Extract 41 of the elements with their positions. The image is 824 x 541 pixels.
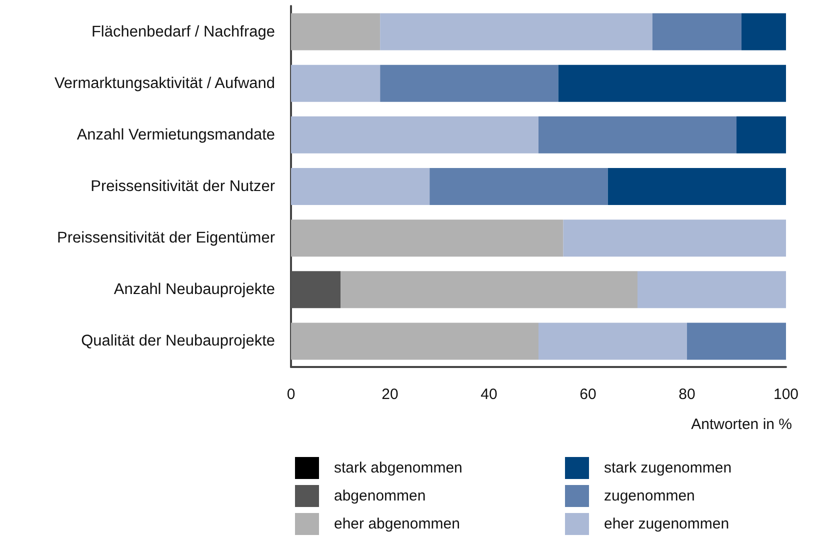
y-tick-label: Preissensitivität der Eigentümer	[57, 230, 275, 247]
x-tick-label: 80	[678, 386, 696, 403]
bar	[291, 271, 340, 308]
x-tick-label: 20	[382, 386, 398, 403]
x-axis-title: Antworten in %	[691, 416, 792, 433]
legend-label: stark zugenommen	[604, 460, 732, 476]
bar	[291, 116, 538, 154]
bar	[538, 116, 736, 154]
x-tick-label: 60	[580, 386, 596, 403]
x-tick-label: 0	[286, 386, 296, 403]
y-tick-label: Qualität der Neubauprojekte	[81, 332, 275, 350]
legend-label: zugenommen	[604, 488, 695, 504]
legend-label: eher abgenommen	[334, 516, 460, 532]
bar	[538, 322, 687, 360]
y-tick-label: Flächenbedarf / Nachfrage	[91, 23, 275, 40]
legend-label: stark abgenommen	[334, 460, 462, 476]
bar	[380, 64, 558, 102]
bar	[652, 13, 742, 50]
bar	[736, 116, 786, 154]
y-tick-label: Vermarktungsaktivität / Aufwand	[54, 74, 275, 92]
bar	[608, 168, 786, 205]
bar	[563, 220, 786, 257]
y-tick-label: Preissensitivität der Nutzer	[90, 178, 275, 195]
bar	[340, 271, 638, 308]
bar	[558, 64, 786, 102]
x-tick-label: 100	[773, 386, 799, 403]
bar	[291, 13, 380, 50]
bar	[380, 13, 652, 50]
bar	[687, 322, 786, 360]
legend-label: eher zugenommen	[604, 516, 730, 532]
bar	[741, 13, 786, 50]
bar	[291, 168, 430, 205]
y-tick-label: Anzahl Vermietungsmandate	[76, 126, 275, 144]
bar	[291, 64, 380, 102]
legend-label: abgenommen	[334, 488, 426, 504]
bar	[291, 220, 564, 257]
bar	[430, 168, 608, 205]
x-tick-label: 40	[480, 386, 498, 403]
bar	[291, 322, 538, 360]
y-tick-label: Anzahl Neubauprojekte	[114, 281, 275, 298]
bar	[638, 271, 786, 308]
